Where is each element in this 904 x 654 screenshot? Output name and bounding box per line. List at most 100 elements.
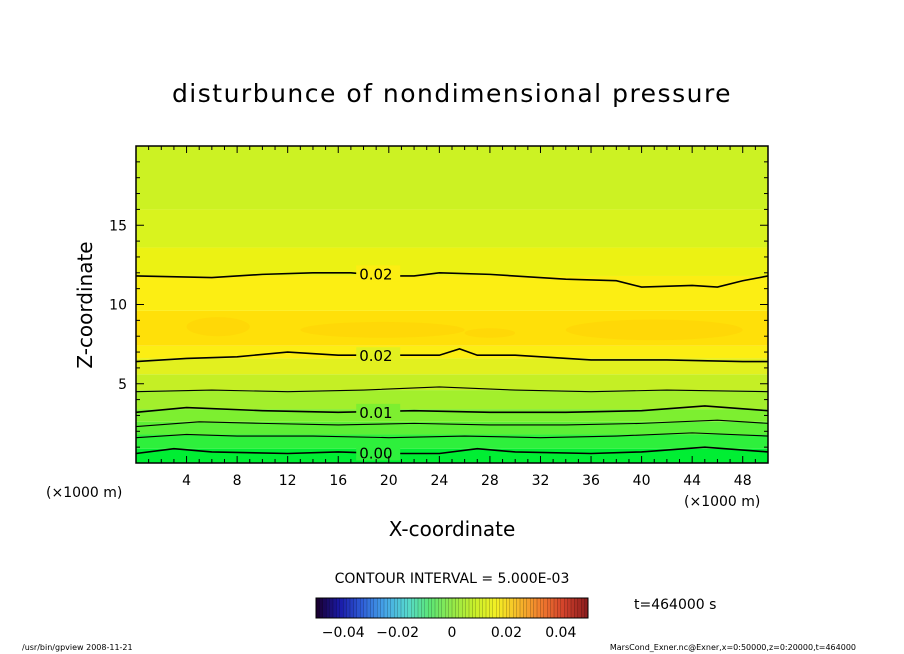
colorbar-swatch bbox=[441, 598, 446, 618]
colorbar-swatch bbox=[526, 598, 531, 618]
contour-line-3 bbox=[135, 405, 769, 414]
colorbar-swatch bbox=[503, 598, 507, 618]
colorbar-swatch bbox=[445, 598, 449, 618]
colorbar-swatch bbox=[486, 598, 490, 618]
y-tick-label: 5 bbox=[118, 377, 127, 393]
colorbar-swatch bbox=[584, 598, 589, 618]
colorbar-swatch bbox=[333, 598, 337, 618]
colorbar-swatch bbox=[489, 598, 494, 618]
x-tick-label: 48 bbox=[734, 473, 752, 489]
contour-lines bbox=[135, 271, 769, 455]
colorbar-swatch bbox=[407, 598, 412, 618]
colorbar-swatch bbox=[547, 598, 551, 618]
colorbar-ticks: −0.04 −0.02 0 0.02 0.04 bbox=[322, 625, 577, 641]
colorbar-swatch bbox=[387, 598, 392, 618]
x-tick-label: 28 bbox=[481, 473, 499, 489]
colorbar-swatch bbox=[564, 598, 568, 618]
contour-label-bg-5 bbox=[356, 347, 401, 364]
colorbar-swatch bbox=[356, 598, 361, 618]
colorbar-swatch bbox=[496, 598, 500, 618]
colorbar-swatch bbox=[516, 598, 521, 618]
contour-label-6: 0.02 bbox=[359, 265, 392, 283]
colorbar-swatch bbox=[390, 598, 395, 618]
colorbar-swatch bbox=[557, 598, 562, 618]
colorbar-swatch bbox=[537, 598, 541, 618]
colorbar-swatch bbox=[424, 598, 429, 618]
x-tick-label: 40 bbox=[633, 473, 651, 489]
colorbar bbox=[315, 598, 589, 618]
colorbar-swatch bbox=[329, 598, 334, 618]
x-tick-label: 12 bbox=[279, 473, 297, 489]
colorbar-swatch bbox=[367, 598, 371, 618]
colorbar-swatch bbox=[404, 598, 409, 618]
x-unit-right: (×1000 m) bbox=[684, 494, 760, 510]
field-maximum-3 bbox=[565, 319, 743, 341]
colorbar-swatch bbox=[533, 598, 538, 618]
colorbar-swatch bbox=[482, 598, 487, 618]
chart-title: disturbunce of nondimensional pressure bbox=[172, 79, 732, 108]
contour-label-bg-6 bbox=[356, 265, 401, 282]
colorbar-swatch bbox=[520, 598, 524, 618]
plot-area bbox=[136, 146, 768, 463]
colorbar-swatch bbox=[339, 598, 344, 618]
colorbar-swatch bbox=[499, 598, 504, 618]
colorbar-swatch bbox=[571, 598, 575, 618]
colorbar-swatch bbox=[472, 598, 477, 618]
x-tick-label: 32 bbox=[532, 473, 550, 489]
colorbar-swatch bbox=[377, 598, 381, 618]
contour-label-5: 0.02 bbox=[359, 347, 392, 365]
colorbar-swatch bbox=[455, 598, 460, 618]
colorbar-tick-label: 0.04 bbox=[545, 625, 576, 641]
colorbar-swatch bbox=[401, 598, 405, 618]
contour-line-2 bbox=[135, 419, 769, 428]
x-tick-label: 16 bbox=[329, 473, 347, 489]
colorbar-swatch bbox=[394, 598, 398, 618]
field-band-3 bbox=[136, 409, 768, 422]
colorbar-swatch bbox=[530, 598, 534, 618]
colorbar-swatch bbox=[560, 598, 565, 618]
colorbar-swatch bbox=[370, 598, 375, 618]
colorbar-tick-label: −0.04 bbox=[322, 625, 365, 641]
contour-line-6 bbox=[135, 271, 769, 288]
colorbar-swatch bbox=[462, 598, 466, 618]
colorbar-swatch bbox=[438, 598, 443, 618]
contour-line-1 bbox=[135, 432, 769, 439]
field-band-6 bbox=[136, 358, 768, 375]
colorbar-swatch bbox=[506, 598, 511, 618]
colorbar-swatch bbox=[543, 598, 548, 618]
colorbar-swatch bbox=[350, 598, 354, 618]
x-axis-label: X-coordinate bbox=[389, 517, 516, 541]
colorbar-swatch bbox=[360, 598, 364, 618]
x-tick-label: 24 bbox=[430, 473, 448, 489]
colorbar-swatch bbox=[550, 598, 555, 618]
y-tick-label: 10 bbox=[109, 298, 127, 314]
colorbar-swatch bbox=[322, 598, 327, 618]
x-tick-label: 36 bbox=[582, 473, 600, 489]
contour-label-3: 0.01 bbox=[359, 404, 392, 422]
colorbar-swatch bbox=[458, 598, 463, 618]
colorbar-swatch bbox=[567, 598, 572, 618]
colorbar-swatch bbox=[452, 598, 456, 618]
colorbar-swatch bbox=[523, 598, 528, 618]
field-maximum-0 bbox=[186, 317, 250, 337]
contour-line-5 bbox=[135, 348, 768, 363]
colorbar-swatch bbox=[581, 598, 585, 618]
colorbar-swatch bbox=[465, 598, 470, 618]
colorbar-swatch bbox=[373, 598, 378, 618]
y-tick-label: 15 bbox=[109, 218, 127, 234]
y-axis-label: Z-coordinate bbox=[73, 241, 97, 368]
x-tick-label: 20 bbox=[380, 473, 398, 489]
field-band-10 bbox=[136, 247, 768, 276]
colorbar-swatch bbox=[363, 598, 368, 618]
time-label: t=464000 s bbox=[634, 597, 716, 613]
field-maximum-2 bbox=[464, 328, 516, 338]
colorbar-swatch bbox=[336, 598, 341, 618]
x-unit-left: (×1000 m) bbox=[46, 485, 122, 501]
colorbar-swatch bbox=[479, 598, 483, 618]
field-band-5 bbox=[136, 374, 768, 391]
colorbar-swatch bbox=[448, 598, 453, 618]
field-band-9 bbox=[136, 275, 768, 311]
colorbar-swatch bbox=[428, 598, 432, 618]
colorbar-swatch bbox=[577, 598, 582, 618]
colorbar-swatch bbox=[513, 598, 517, 618]
